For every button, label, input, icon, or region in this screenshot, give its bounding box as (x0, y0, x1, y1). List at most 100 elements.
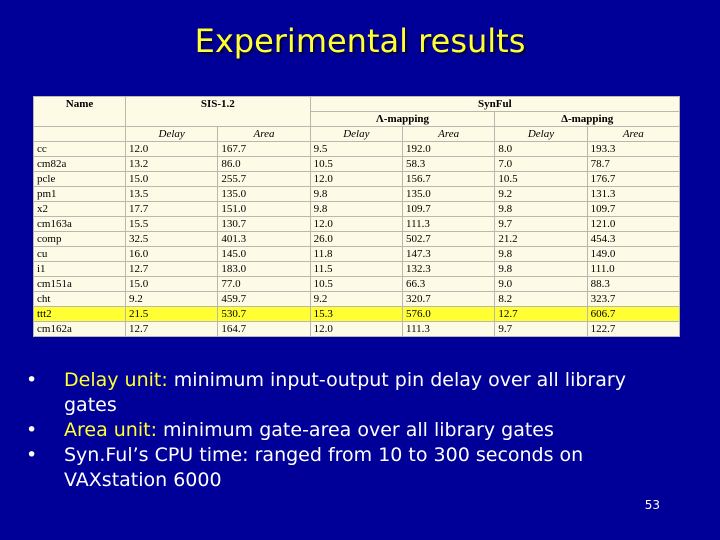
cell: 32.5 (124, 231, 219, 247)
cell: 12.7 (494, 306, 588, 322)
cell: 12.0 (309, 216, 403, 232)
table-row: cht 9.2 459.7 9.2 320.7 8.2 323.7 (33, 291, 681, 307)
cell: 576.0 (401, 306, 496, 322)
cell: 88.3 (586, 276, 681, 292)
cell: 10.5 (494, 171, 588, 187)
header-cell: Area (217, 126, 311, 142)
header-cell: Δ-mapping (494, 111, 680, 127)
cell: 132.3 (401, 261, 496, 277)
page-number: 53 (644, 498, 660, 512)
cell: 167.7 (217, 141, 311, 157)
cell: 530.7 (217, 306, 311, 322)
table-row: i1 12.7 183.0 11.5 132.3 9.8 111.0 (33, 261, 681, 277)
header-cell: SIS-1.2 (125, 96, 311, 127)
table-row: cc 12.0 167.7 9.5 192.0 8.0 193.3 (33, 141, 681, 157)
cell: 86.0 (217, 156, 311, 172)
cell: 15.5 (124, 216, 219, 232)
table-row: x2 17.7 151.0 9.8 109.7 9.8 109.7 (33, 201, 681, 217)
cell: 8.0 (494, 141, 588, 157)
cell: 151.0 (217, 201, 311, 217)
header-cell: Delay (124, 126, 219, 142)
circuit-name: cm82a (33, 156, 126, 172)
cell: 111.0 (586, 261, 681, 277)
header-cell: Area (586, 126, 681, 142)
header-cell (33, 126, 126, 142)
header-cell: Area (401, 126, 496, 142)
bullet-label: Delay unit: (64, 369, 168, 391)
cell: 9.8 (494, 261, 588, 277)
bullet-text: minimum input-output pin delay over all … (64, 369, 626, 416)
table-row: ttt2 21.5 530.7 15.3 576.0 12.7 606.7 (33, 306, 681, 322)
table-row: cm162a 12.7 164.7 12.0 111.3 9.7 122.7 (33, 321, 681, 337)
circuit-name: x2 (33, 201, 126, 217)
cell: 109.7 (401, 201, 496, 217)
cell: 15.0 (124, 171, 219, 187)
cell: 12.0 (124, 141, 219, 157)
cell: 255.7 (217, 171, 311, 187)
bullet-text: minimum gate-area over all library gates (156, 419, 554, 441)
cell: 454.3 (586, 231, 681, 247)
cell: 9.8 (309, 201, 403, 217)
circuit-name: comp (33, 231, 126, 247)
circuit-name: cc (33, 141, 126, 157)
cell: 9.8 (309, 186, 403, 202)
cell: 12.0 (309, 321, 403, 337)
circuit-name: cm163a (33, 216, 126, 232)
cell: 9.2 (494, 186, 588, 202)
cell: 130.7 (217, 216, 311, 232)
cell: 12.0 (309, 171, 403, 187)
cell: 192.0 (401, 141, 496, 157)
cell: 12.7 (124, 321, 219, 337)
cell: 9.5 (309, 141, 403, 157)
table-row: pm1 13.5 135.0 9.8 135.0 9.2 131.3 (33, 186, 681, 202)
cell: 111.3 (401, 321, 496, 337)
cell: 17.7 (124, 201, 219, 217)
cell: 9.8 (494, 201, 588, 217)
cell: 122.7 (586, 321, 681, 337)
circuit-name: pcle (33, 171, 126, 187)
header-cell: Λ-mapping (309, 111, 496, 127)
cell: 135.0 (401, 186, 496, 202)
bullet-text: Syn.Ful’s CPU time: ranged from 10 to 30… (64, 444, 584, 491)
cell: 145.0 (217, 246, 311, 262)
cell: 66.3 (401, 276, 496, 292)
cell: 149.0 (586, 246, 681, 262)
results-table: Name SIS-1.2 SynFul Λ-mapping Δ-mapping … (33, 96, 681, 337)
cell: 131.3 (586, 186, 681, 202)
table-row: cu 16.0 145.0 11.8 147.3 9.8 149.0 (33, 246, 681, 262)
cell: 156.7 (401, 171, 496, 187)
cell: 323.7 (586, 291, 681, 307)
circuit-name: cm162a (33, 321, 126, 337)
cell: 10.5 (309, 156, 403, 172)
bullet-label: Area unit: (64, 419, 157, 441)
header-cell: Delay (494, 126, 588, 142)
circuit-name: cm151a (33, 276, 126, 292)
table-row: cm163a 15.5 130.7 12.0 111.3 9.7 121.0 (33, 216, 681, 232)
cell: 11.8 (309, 246, 403, 262)
cell: 13.2 (124, 156, 219, 172)
table-body: cc 12.0 167.7 9.5 192.0 8.0 193.3 cm82a 13.2 86.0… (33, 141, 681, 337)
cell: 8.2 (494, 291, 588, 307)
header-row: Delay Area Delay Area Delay Area (33, 126, 681, 142)
cell: 183.0 (217, 261, 311, 277)
table-row: comp 32.5 401.3 26.0 502.7 21.2 454.3 (33, 231, 681, 247)
bullet: Delay unit: minimum input-output pin del… (24, 368, 674, 418)
cell: 15.3 (309, 306, 403, 322)
cell: 147.3 (401, 246, 496, 262)
cell: 164.7 (217, 321, 311, 337)
cell: 176.7 (586, 171, 681, 187)
table-row: cm82a 13.2 86.0 10.5 58.3 7.0 78.7 (33, 156, 681, 172)
cell: 9.8 (494, 246, 588, 262)
cell: 9.7 (494, 216, 588, 232)
header-cell: SynFul (309, 96, 681, 112)
cell: 111.3 (401, 216, 496, 232)
cell: 58.3 (401, 156, 496, 172)
cell: 606.7 (586, 306, 681, 322)
cell: 26.0 (309, 231, 403, 247)
cell: 77.0 (217, 276, 311, 292)
slide-title: Experimental results (194, 22, 526, 60)
circuit-name: ttt2 (33, 306, 126, 322)
header-cell: Name (33, 96, 126, 127)
table-head: Name SIS-1.2 SynFul Λ-mapping Δ-mapping … (33, 96, 681, 142)
